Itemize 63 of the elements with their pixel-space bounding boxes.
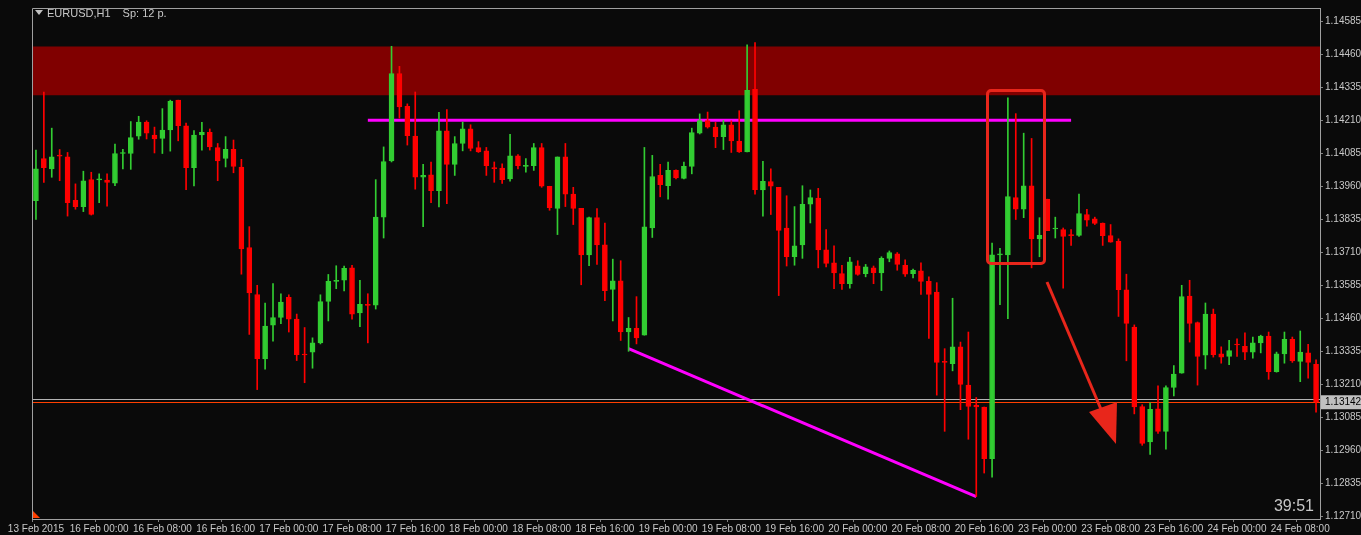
annotation: 39:51 xyxy=(1273,497,1315,514)
x-tick-label: 18 Feb 08:00 xyxy=(512,522,572,534)
candlestick xyxy=(973,397,980,497)
candlestick xyxy=(1060,227,1067,289)
candlestick xyxy=(96,173,102,203)
y-tick-label: 1.14460 xyxy=(1325,47,1361,59)
y-tick-label: 1.12835 xyxy=(1325,477,1361,489)
y-tick-label: 1.13960 xyxy=(1325,180,1361,192)
x-tick-label: 17 Feb 00:00 xyxy=(259,522,319,534)
candlestick xyxy=(1242,332,1248,361)
x-tick-label: 19 Feb 16:00 xyxy=(765,522,825,534)
candlestick xyxy=(1297,330,1304,383)
x-tick-label: 16 Feb 00:00 xyxy=(69,522,130,534)
y-tick-label: 1.13585 xyxy=(1325,279,1361,291)
candlestick xyxy=(48,127,55,178)
candlestick xyxy=(357,279,363,328)
y-tick-label: 1.12960 xyxy=(1325,444,1361,456)
x-tick-label: 20 Feb 00:00 xyxy=(828,522,888,534)
y-tick-label: 1.12710 xyxy=(1325,510,1361,522)
candlestick xyxy=(997,247,1003,305)
y-tick-label: 1.13085 xyxy=(1325,411,1361,423)
x-tick-label: 24 Feb 00:00 xyxy=(1207,522,1267,534)
candlestick xyxy=(333,265,340,290)
x-tick-label: 18 Feb 16:00 xyxy=(575,522,635,534)
x-tick-label: 16 Feb 08:00 xyxy=(132,522,193,534)
y-tick-label: 1.13210 xyxy=(1325,378,1361,390)
candlestick xyxy=(609,258,616,322)
x-tick-label: 23 Feb 08:00 xyxy=(1081,522,1141,534)
chart-title: EURUSD,H1 xyxy=(47,7,111,20)
chart-subtitle: Sp: 12 p. xyxy=(122,7,167,20)
y-tick-label: 1.14085 xyxy=(1325,147,1361,158)
candlestick xyxy=(767,168,774,215)
x-tick-label: 16 Feb 16:00 xyxy=(196,522,256,534)
x-tick-label: 20 Feb 16:00 xyxy=(954,522,1015,534)
x-tick-label: 17 Feb 08:00 xyxy=(322,522,382,534)
x-tick-label: 13 Feb 2015 xyxy=(7,522,65,534)
candlestick xyxy=(1052,216,1059,239)
y-tick-label: 1.14210 xyxy=(1325,113,1361,125)
candlestick xyxy=(104,173,110,207)
candlestick xyxy=(270,283,276,342)
x-tick-label: 20 Feb 08:00 xyxy=(891,522,951,534)
x-tick-label: 23 Feb 16:00 xyxy=(1144,522,1204,534)
y-tick-label: 1.13835 xyxy=(1325,213,1361,225)
y-tick-label: 1.14335 xyxy=(1325,80,1361,92)
x-tick-label: 24 Feb 08:00 xyxy=(1270,522,1331,534)
x-tick-label: 19 Feb 00:00 xyxy=(638,522,698,534)
x-tick-label: 19 Feb 08:00 xyxy=(701,522,762,534)
y-tick-label: 1.13710 xyxy=(1325,246,1361,258)
candlestick xyxy=(420,164,426,227)
ref-line-label: 1.13142 xyxy=(1325,396,1361,408)
candlestick xyxy=(1012,113,1019,220)
y-tick-label: 1.13460 xyxy=(1325,312,1361,324)
x-tick-label: 17 Feb 16:00 xyxy=(385,522,446,534)
x-tick-label: 18 Feb 00:00 xyxy=(448,522,509,534)
candlestick xyxy=(736,110,743,153)
candlestick xyxy=(926,276,932,339)
candlestick xyxy=(831,245,837,290)
candlestick xyxy=(760,161,766,217)
y-tick-label: 1.13335 xyxy=(1325,345,1361,357)
candlestick xyxy=(41,91,47,183)
candlestick xyxy=(1234,338,1240,357)
y-tick-label: 1.14585 xyxy=(1325,14,1361,26)
x-tick-label: 23 Feb 00:00 xyxy=(1017,522,1078,534)
